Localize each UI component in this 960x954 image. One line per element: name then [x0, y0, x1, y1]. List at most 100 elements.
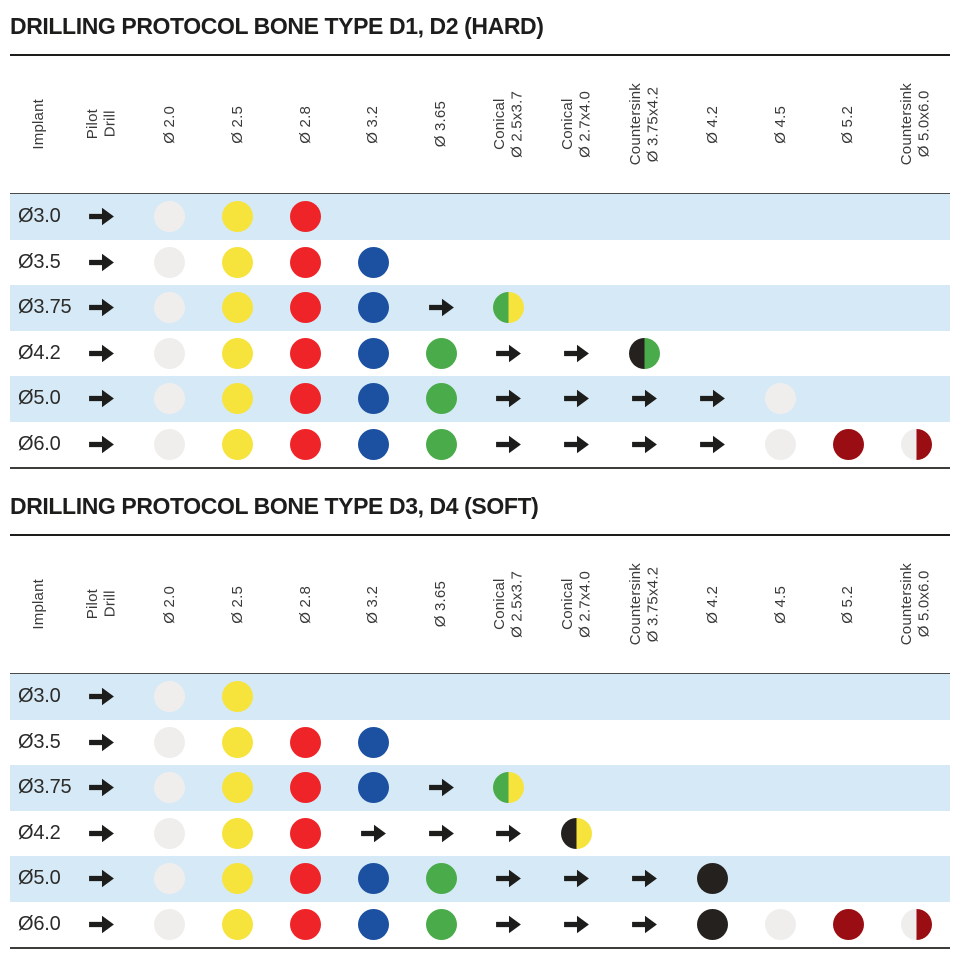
drill-cell: [407, 376, 475, 422]
implant-label: Ø5.0: [18, 387, 61, 410]
table-body-soft: Ø3.0 Ø3.5 Ø3.75 Ø4.2 Ø5.0 Ø6.0: [10, 674, 950, 949]
empty-cell: [814, 856, 882, 902]
sequence-arrow-icon: [632, 869, 658, 888]
empty-cell: [679, 765, 747, 811]
step-arrow-cell: [611, 376, 679, 422]
empty-cell: [814, 194, 882, 240]
drill-dot-black: [697, 863, 729, 895]
empty-cell: [746, 285, 814, 331]
sequence-arrow-icon: [428, 298, 454, 317]
drill-dot-white: [154, 383, 186, 415]
step-arrow-cell: [679, 422, 747, 468]
drill-cell: [679, 902, 747, 948]
rotated-header-label: Conical Ø 2.5x3.7: [491, 571, 526, 638]
step-arrow-cell: [68, 376, 136, 422]
empty-cell: [475, 674, 543, 720]
empty-cell: [746, 811, 814, 857]
drill-cell: [204, 720, 272, 766]
step-arrow-cell: [407, 811, 475, 857]
drill-dot-red: [289, 726, 321, 758]
step-arrow-cell: [68, 902, 136, 948]
drill-cell: [204, 765, 272, 811]
empty-cell: [611, 194, 679, 240]
rotated-header-label: Ø 4.2: [703, 585, 721, 624]
rotated-header-label: Ø 3.2: [364, 585, 382, 624]
drill-cell: [475, 765, 543, 811]
empty-cell: [882, 674, 950, 720]
drill-cell: [746, 376, 814, 422]
drill-dot-yellow: [222, 428, 254, 460]
empty-cell: [679, 285, 747, 331]
drill-dot-white: [154, 817, 186, 849]
drill-dot-white: [764, 908, 796, 940]
drill-dot-black: [697, 908, 729, 940]
rotated-header-label: Conical Ø 2.7x4.0: [559, 91, 594, 158]
drill-cell: [136, 285, 204, 331]
drill-dot-white: [154, 681, 186, 713]
step-arrow-cell: [407, 765, 475, 811]
rotated-header-label: Pilot Drill: [84, 109, 119, 140]
drill-dot-yellow: [222, 817, 254, 849]
drill-dot-maroon: [832, 428, 864, 460]
step-arrow-cell: [475, 376, 543, 422]
step-arrow-cell: [475, 856, 543, 902]
empty-cell: [882, 285, 950, 331]
column-header-2.5: Ø 2.5: [204, 536, 272, 673]
step-arrow-cell: [475, 331, 543, 377]
empty-cell: [611, 285, 679, 331]
drill-dot-yellow: [222, 772, 254, 804]
step-arrow-cell: [68, 285, 136, 331]
drill-dot-blue: [357, 863, 389, 895]
drill-cell: [204, 811, 272, 857]
empty-cell: [272, 674, 340, 720]
drill-cell: [339, 765, 407, 811]
sequence-arrow-icon: [89, 207, 115, 226]
step-arrow-cell: [543, 376, 611, 422]
sequence-arrow-icon: [428, 778, 454, 797]
drill-cell: [136, 194, 204, 240]
drill-cell: [204, 422, 272, 468]
empty-cell: [543, 285, 611, 331]
sequence-arrow-icon: [89, 389, 115, 408]
column-header-conical-2.5x3.7: Conical Ø 2.5x3.7: [475, 536, 543, 673]
sequence-arrow-icon: [564, 915, 590, 934]
column-header-3.65: Ø 3.65: [407, 536, 475, 673]
column-header-conical-2.7x4.0: Conical Ø 2.7x4.0: [543, 56, 611, 193]
drill-dot-green: [425, 383, 457, 415]
step-arrow-cell: [543, 422, 611, 468]
sequence-arrow-icon: [496, 435, 522, 454]
drill-dot-blue: [357, 383, 389, 415]
sequence-arrow-icon: [700, 389, 725, 408]
empty-cell: [543, 765, 611, 811]
drill-dot-blue: [357, 428, 389, 460]
sequence-arrow-icon: [564, 389, 590, 408]
rotated-header-label: Ø 5.2: [839, 105, 857, 144]
drill-dot-yellow: [222, 292, 254, 324]
sequence-arrow-icon: [496, 344, 522, 363]
drill-cell: [611, 331, 679, 377]
rotated-header-label: Implant: [30, 579, 48, 630]
rotated-header-label: Ø 3.65: [432, 101, 450, 148]
drill-dot-red: [289, 383, 321, 415]
drill-cell: [136, 765, 204, 811]
sequence-arrow-icon: [496, 389, 522, 408]
drill-dot-red: [289, 292, 321, 324]
rotated-header-label: Countersink Ø 3.75x4.2: [627, 83, 662, 166]
rotated-header-label: Ø 4.5: [771, 585, 789, 624]
step-arrow-cell: [475, 811, 543, 857]
empty-cell: [679, 194, 747, 240]
column-header-pilot-drill: Pilot Drill: [68, 56, 136, 193]
step-arrow-cell: [611, 422, 679, 468]
drill-dot-blue: [357, 292, 389, 324]
drill-dot-blue: [357, 908, 389, 940]
protocol-row-3.5: Ø3.5: [10, 720, 950, 766]
drill-dot-yellow: [222, 863, 254, 895]
step-arrow-cell: [68, 194, 136, 240]
column-header-2.0: Ø 2.0: [136, 56, 204, 193]
drill-dot-white: [154, 726, 186, 758]
drill-dot-white: [764, 383, 796, 415]
drill-cell: [136, 376, 204, 422]
empty-cell: [882, 720, 950, 766]
half-dot-green-yellow: [493, 772, 525, 804]
implant-label: Ø3.5: [18, 730, 61, 753]
